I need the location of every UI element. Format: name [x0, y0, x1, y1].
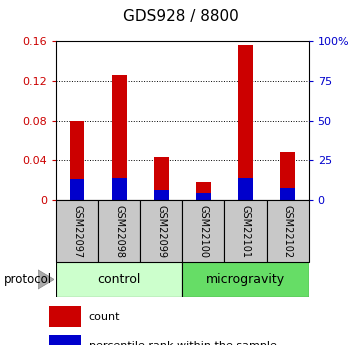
Bar [70, 179, 84, 200]
Bar [49, 306, 81, 326]
Bar [266, 200, 309, 262]
Bar [98, 200, 140, 262]
Bar [225, 200, 266, 262]
Bar [70, 121, 84, 200]
Bar [196, 182, 211, 200]
Bar [238, 178, 253, 200]
Text: GSM22100: GSM22100 [198, 205, 208, 258]
Text: GSM22098: GSM22098 [114, 205, 124, 258]
Text: protocol: protocol [4, 273, 52, 286]
Text: GSM22097: GSM22097 [72, 205, 82, 258]
Text: microgravity: microgravity [206, 273, 285, 286]
Text: GSM22101: GSM22101 [240, 205, 251, 258]
Bar [182, 200, 225, 262]
Bar [182, 262, 309, 297]
Bar [280, 188, 295, 200]
Bar [238, 45, 253, 200]
Bar [280, 152, 295, 200]
Bar [56, 262, 182, 297]
Polygon shape [38, 270, 54, 289]
Text: GSM22099: GSM22099 [156, 205, 166, 258]
Text: control: control [97, 273, 141, 286]
Bar [112, 178, 126, 200]
Text: percentile rank within the sample: percentile rank within the sample [89, 341, 277, 345]
Text: GSM22102: GSM22102 [283, 205, 293, 258]
Text: count: count [89, 312, 120, 322]
Bar [112, 75, 126, 200]
Bar [140, 200, 182, 262]
Bar [196, 193, 211, 200]
Bar [154, 190, 169, 200]
Bar [154, 157, 169, 200]
Bar [56, 200, 98, 262]
Bar [49, 335, 81, 345]
Text: GDS928 / 8800: GDS928 / 8800 [123, 9, 238, 23]
